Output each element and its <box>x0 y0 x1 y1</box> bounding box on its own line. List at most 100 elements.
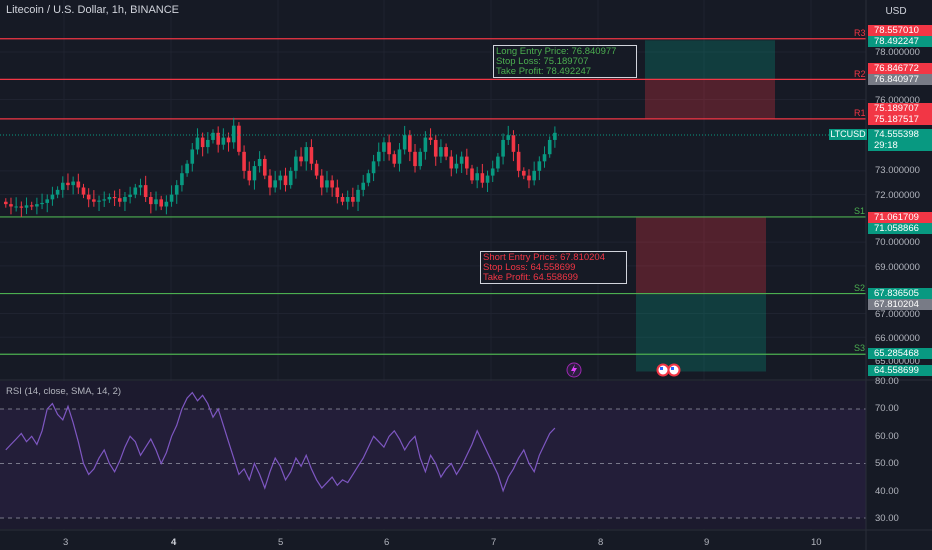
position-zones <box>636 40 775 372</box>
candle-body <box>294 156 298 171</box>
candle-body <box>226 137 231 143</box>
candle-body <box>164 201 169 207</box>
candle-body <box>314 163 319 176</box>
candle-body <box>278 175 283 181</box>
rsi-axis-label: 40.00 <box>875 486 899 497</box>
lightning-icon[interactable] <box>566 362 582 378</box>
price-axis-label: 72.000000 <box>875 190 920 201</box>
candle-body <box>459 156 464 164</box>
candle-body <box>345 196 350 202</box>
symbol-price-tag[interactable]: LTCUSD <box>829 129 867 140</box>
candle-body <box>340 196 345 202</box>
candle-body <box>325 180 329 188</box>
candle-body <box>288 170 293 186</box>
long-position-label[interactable]: Long Entry Price: 76.840977 Stop Loss: 7… <box>493 45 637 78</box>
price-axis-label: 78.000000 <box>875 47 920 58</box>
candle-body <box>252 166 257 181</box>
candle-body <box>506 135 511 140</box>
candle-body <box>465 156 469 169</box>
candle-body <box>361 182 366 190</box>
us-flag-event-icon[interactable] <box>667 363 681 377</box>
candle-body <box>35 204 39 207</box>
candle-body <box>86 194 91 200</box>
candle-body <box>387 142 391 155</box>
candle-body <box>449 156 454 169</box>
time-axis-label: 9 <box>704 537 710 548</box>
candle-body <box>81 187 86 195</box>
price-tag-r3: 78.557010 <box>868 25 932 36</box>
candle-body <box>257 158 262 167</box>
candle-body <box>402 135 407 150</box>
short-stop-zone <box>636 216 766 295</box>
candle-body <box>216 132 220 145</box>
candle-body <box>71 181 75 186</box>
price-axis-label: 69.000000 <box>875 262 920 273</box>
bar-countdown: 29:18 <box>868 140 932 151</box>
candle-body <box>444 147 448 157</box>
price-tag-s2: 67.836505 <box>868 288 932 299</box>
candle-body <box>14 206 18 208</box>
candle-body <box>45 199 50 203</box>
price-tag-short-entry: 67.810204 <box>868 299 932 310</box>
candle-body <box>55 189 60 195</box>
candle-body <box>128 194 132 197</box>
candle-body <box>92 199 96 202</box>
support-resistance-lines <box>0 38 866 355</box>
candle-body <box>454 163 459 169</box>
candle-body <box>200 137 205 148</box>
us-flag-event-icon[interactable] <box>656 363 670 377</box>
last-price-tag: 74.555398 <box>868 129 932 140</box>
time-axis-label: 7 <box>491 537 497 548</box>
short-position-label[interactable]: Short Entry Price: 67.810204 Stop Loss: … <box>480 251 627 284</box>
price-tag-long-target: 78.492247 <box>868 36 932 47</box>
candle-body <box>174 185 179 195</box>
rsi-axis-label: 70.00 <box>875 403 899 414</box>
candles[interactable] <box>4 117 557 217</box>
rsi-indicator-title[interactable]: RSI (14, close, SMA, 14, 2) <box>6 386 122 397</box>
candle-body <box>60 182 65 190</box>
candle-body <box>330 180 334 188</box>
candle-body <box>169 194 174 202</box>
candle-body <box>356 189 360 202</box>
price-axis-label: 70.000000 <box>875 237 920 248</box>
candle-body <box>542 154 547 162</box>
long-stop-zone <box>645 79 775 119</box>
price-axis-label: 73.000000 <box>875 165 920 176</box>
price-tag-r1: 75.187517 <box>868 114 932 125</box>
candle-body <box>382 142 386 152</box>
candle-body <box>112 196 117 199</box>
candle-body <box>547 139 552 155</box>
long-entry-text: Long Entry Price: 76.840977 <box>496 46 617 57</box>
level-label-r1: R1 <box>854 108 866 118</box>
candle-body <box>299 156 303 162</box>
currency-label[interactable]: USD <box>885 6 907 17</box>
price-tag-s1: 71.061709 <box>868 212 932 223</box>
candle-body <box>123 196 127 202</box>
candle-body <box>408 135 412 152</box>
rsi-axis-label: 30.00 <box>875 513 899 524</box>
time-axis-label: 3 <box>63 537 69 548</box>
rsi-axis-label: 80.00 <box>875 376 899 387</box>
candle-body <box>180 173 184 186</box>
time-axis-label: 8 <box>598 537 604 548</box>
candle-body <box>423 137 428 152</box>
candle-body <box>237 125 241 152</box>
candle-body <box>24 205 29 208</box>
candle-body <box>273 180 277 188</box>
candle-body <box>351 196 355 202</box>
price-tag-s3: 65.285468 <box>868 348 932 359</box>
candle-body <box>66 182 70 186</box>
rsi-axis-label: 60.00 <box>875 431 899 442</box>
price-tag-long-entry: 76.840977 <box>868 74 932 85</box>
candle-body <box>117 198 122 202</box>
candle-body <box>190 149 195 164</box>
candle-body <box>211 132 215 140</box>
level-label-s3: S3 <box>854 343 866 353</box>
candle-body <box>268 175 272 188</box>
rsi-line <box>5 391 556 493</box>
symbol-title[interactable]: Litecoin / U.S. Dollar, 1h, BINANCE <box>6 4 180 16</box>
price-tag-short-target: 64.558699 <box>868 365 932 376</box>
candle-body <box>138 185 143 188</box>
candle-body <box>29 205 34 207</box>
